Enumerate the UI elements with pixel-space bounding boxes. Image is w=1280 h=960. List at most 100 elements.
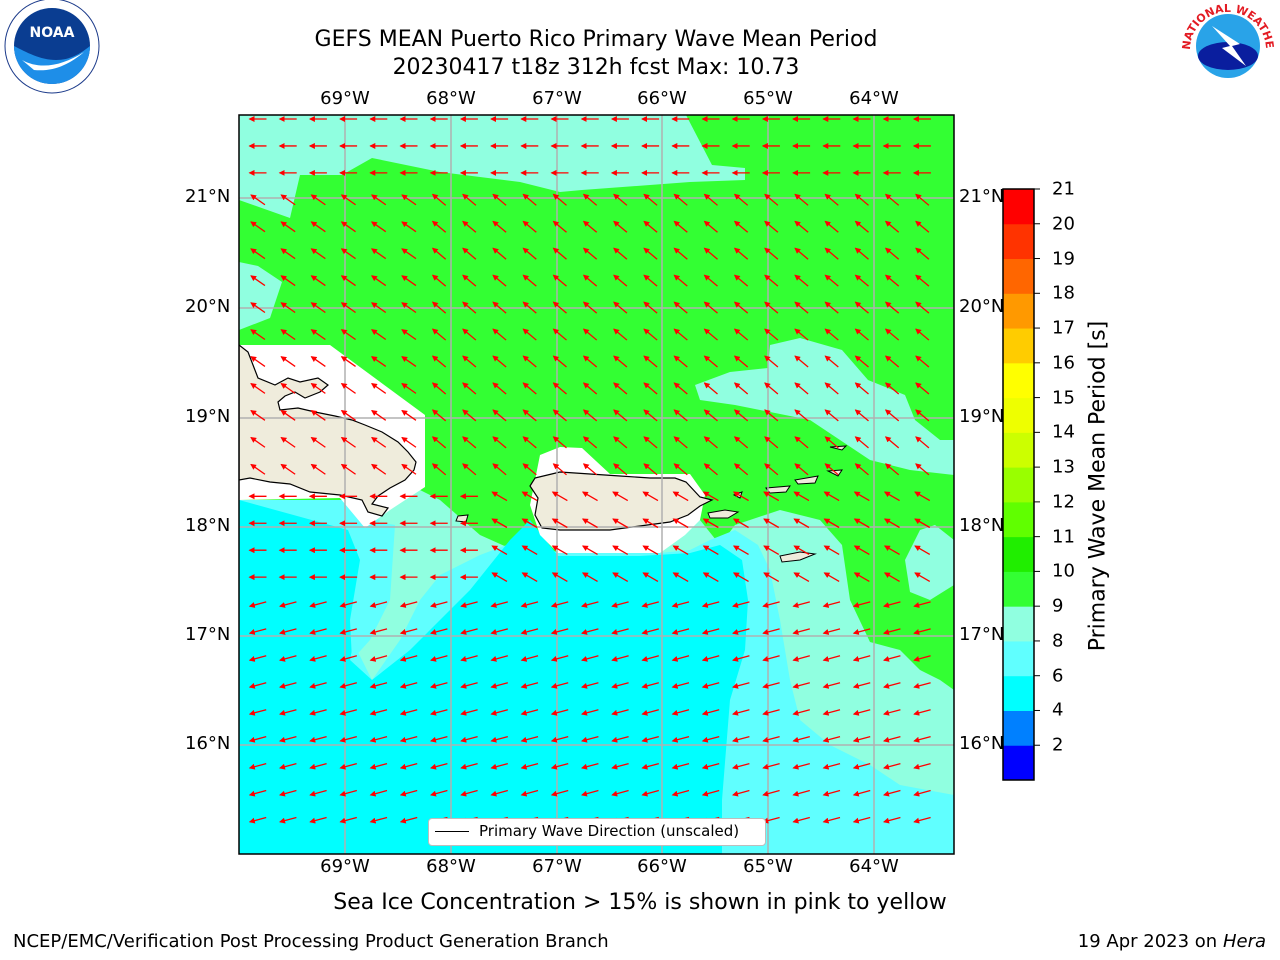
colorbar-frame: [1002, 188, 1035, 781]
wave-direction-arrow: [369, 709, 388, 716]
wave-direction-arrow: [581, 789, 599, 797]
wave-direction-arrow: [491, 491, 508, 502]
wave-direction-arrow: [884, 436, 900, 449]
wave-direction-arrow: [491, 572, 508, 582]
wave-direction-arrow: [794, 355, 809, 368]
wave-direction-arrow: [853, 491, 870, 502]
colorbar-segment: [1003, 675, 1034, 711]
wave-direction-arrow: [762, 601, 780, 608]
wave-direction-arrow: [764, 355, 779, 368]
wave-direction-arrow: [491, 545, 508, 556]
colorbar-segment: [1003, 640, 1034, 677]
wave-direction-arrow: [883, 762, 901, 770]
wave-direction-arrow: [883, 789, 901, 797]
wave-direction-arrow: [339, 682, 357, 689]
wave-direction-arrow: [822, 736, 841, 743]
wave-direction-arrow: [643, 436, 658, 449]
wave-direction-arrow: [581, 736, 599, 743]
wave-direction-arrow: [883, 736, 901, 743]
wave-direction-arrow: [431, 274, 447, 287]
wave-direction-arrow: [703, 409, 718, 422]
wave-direction-arrow: [643, 274, 658, 287]
wave-direction-arrow: [371, 383, 387, 394]
wave-direction-arrow: [521, 491, 538, 502]
wave-direction-arrow: [369, 682, 388, 689]
wave-direction-arrow: [883, 628, 901, 635]
colorbar-segment: [1003, 258, 1034, 294]
wave-direction-arrow: [248, 736, 267, 743]
wave-direction-arrow: [552, 436, 567, 449]
wave-direction-arrow: [852, 682, 871, 689]
wave-direction-arrow: [522, 193, 537, 206]
wave-direction-arrow: [793, 545, 810, 556]
wave-direction-arrow: [852, 816, 871, 824]
wave-direction-arrow: [914, 572, 931, 582]
wave-direction-arrow: [340, 410, 356, 421]
wave-direction-arrow: [371, 410, 387, 421]
wave-direction-arrow: [581, 518, 598, 529]
wave-direction-arrow: [915, 409, 930, 422]
wave-direction-arrow: [733, 409, 749, 422]
wave-direction-arrow: [824, 463, 839, 476]
wave-direction-arrow: [582, 436, 598, 449]
wave-direction-arrow: [641, 601, 659, 608]
wave-direction-arrow: [399, 736, 418, 743]
sea-ice-note: Sea Ice Concentration > 15% is shown in …: [0, 890, 1280, 915]
wave-direction-arrow: [764, 301, 779, 314]
wave-direction-arrow: [913, 789, 931, 797]
wave-direction-arrow: [552, 382, 567, 395]
wave-direction-arrow: [401, 194, 417, 206]
wave-direction-arrow: [550, 736, 569, 743]
lat-label-right: 19°N: [959, 406, 1005, 427]
colorbar-segment: [1003, 362, 1034, 399]
wave-direction-arrow: [613, 436, 628, 449]
lat-label-left: 16°N: [185, 733, 231, 754]
wave-direction-arrow: [883, 572, 900, 582]
wave-direction-arrow: [794, 274, 809, 287]
wave-direction-arrow: [581, 601, 599, 608]
wave-direction-arrow: [732, 709, 750, 716]
wave-direction-arrow: [401, 221, 417, 233]
wave-direction-arrow: [520, 736, 539, 743]
wave-period-field-9-10: [805, 620, 954, 730]
wave-direction-arrow: [550, 655, 569, 662]
wave-direction-arrow: [250, 410, 266, 421]
wave-direction-arrow: [642, 518, 659, 529]
wave-direction-arrow: [248, 709, 267, 716]
wave-direction-arrow: [279, 709, 297, 716]
wave-direction-arrow: [764, 220, 779, 233]
wave-direction-arrow: [492, 409, 507, 422]
wave-direction-arrow: [613, 274, 628, 287]
wave-direction-arrow: [491, 518, 508, 529]
wave-direction-arrow: [248, 682, 267, 689]
wave-direction-arrow: [914, 545, 931, 556]
wave-direction-arrow: [430, 601, 448, 608]
wave-direction-arrow: [550, 628, 569, 635]
wave-direction-arrow: [522, 301, 537, 314]
wave-direction-arrow: [248, 628, 267, 635]
wave-direction-arrow: [824, 382, 839, 395]
lat-label-left: 17°N: [185, 624, 231, 645]
lat-label-right: 18°N: [959, 515, 1005, 536]
wave-direction-arrow: [611, 682, 629, 689]
wave-direction-arrow: [641, 709, 659, 716]
wave-direction-arrow: [792, 816, 810, 824]
wave-direction-arrow: [522, 220, 537, 233]
colorbar-tick-label: 21: [1052, 178, 1075, 200]
wave-direction-arrow: [671, 628, 690, 635]
wave-direction-arrow: [490, 655, 508, 662]
wave-direction-arrow: [279, 628, 297, 635]
wave-direction-arrow: [794, 328, 809, 341]
wave-direction-arrow: [732, 601, 750, 608]
wave-direction-arrow: [371, 329, 387, 341]
wave-direction-arrow: [884, 463, 900, 476]
legend-label: Primary Wave Direction (unscaled): [479, 822, 740, 840]
wave-direction-arrow: [250, 436, 266, 448]
wave-direction-arrow: [340, 221, 356, 233]
wave-direction-arrow: [673, 409, 688, 422]
wave-direction-arrow: [401, 329, 417, 341]
wave-direction-arrow: [250, 221, 266, 233]
wave-direction-arrow: [822, 682, 841, 689]
wave-direction-arrow: [673, 220, 688, 233]
